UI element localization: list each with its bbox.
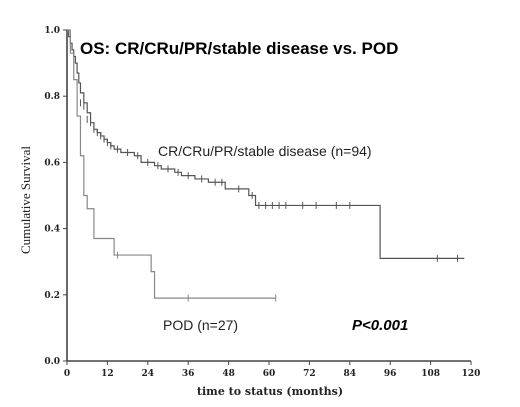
y-tick-label: 0.2 xyxy=(44,291,60,301)
ticks: 0 12 24 36 48 60 72 84 96 108 120 0.0 0.2 0.4 0.6 0.8 1.… xyxy=(44,26,480,379)
x-tick-label: 36 xyxy=(182,369,195,379)
x-tick-label: 0 xyxy=(64,369,70,379)
x-tick-label: 60 xyxy=(263,369,276,379)
x-axis-label: time to status (months) xyxy=(197,385,343,398)
y-tick-label: 0.8 xyxy=(44,92,60,102)
axes xyxy=(66,30,471,362)
y-tick-label: 0.0 xyxy=(44,357,60,367)
survival-curves xyxy=(67,29,465,302)
survival-curve-2 xyxy=(67,29,276,299)
p-value-annotation: P<0.001 xyxy=(352,317,408,334)
x-tick-label: 12 xyxy=(101,369,114,379)
x-tick-label: 48 xyxy=(222,369,235,379)
chart-title: OS: CR/CRu/PR/stable disease vs. POD xyxy=(80,39,398,58)
x-tick-label: 24 xyxy=(142,369,155,379)
x-tick-label: 108 xyxy=(421,369,440,379)
x-tick-label: 120 xyxy=(462,369,481,379)
x-tick-label: 72 xyxy=(303,369,316,379)
y-tick-label: 0.6 xyxy=(44,158,60,168)
series-label-responders: CR/CRu/PR/stable disease (n=94) xyxy=(158,143,372,159)
y-tick-label: 0.4 xyxy=(44,225,60,235)
x-tick-label: 84 xyxy=(344,369,357,379)
x-tick-label: 96 xyxy=(384,369,397,379)
y-tick-label: 1.0 xyxy=(44,26,60,36)
y-axis-label: Cumulative Survival xyxy=(18,146,33,254)
series-label-pod: POD (n=27) xyxy=(163,317,238,333)
